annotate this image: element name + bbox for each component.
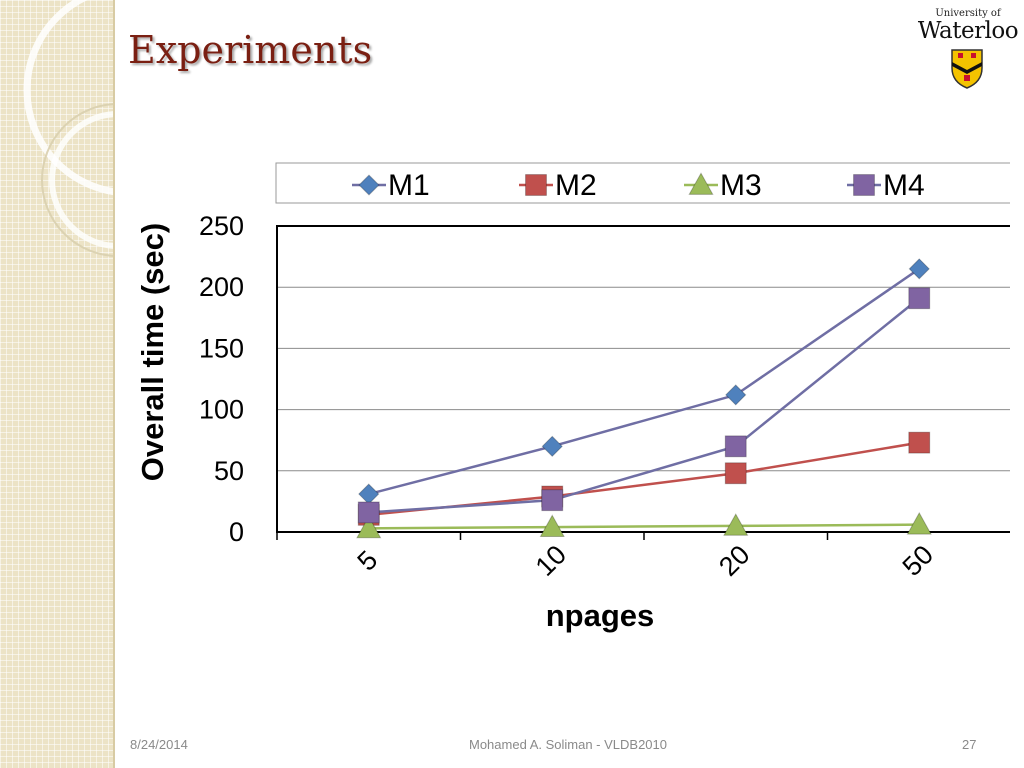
series-line-m1 <box>368 267 920 496</box>
data-point-m4 <box>541 489 564 512</box>
series-lines <box>368 267 921 530</box>
data-point-m2 <box>724 462 747 485</box>
data-point-m4 <box>357 501 380 524</box>
y-tick-label: 50 <box>214 456 244 486</box>
legend-label: M4 <box>883 169 925 202</box>
data-point-m1 <box>358 483 380 505</box>
data-point-m3 <box>539 514 565 538</box>
y-tick-label: 150 <box>199 333 244 363</box>
footer-author: Mohamed A. Soliman - VLDB2010 <box>469 737 667 752</box>
legend-box <box>275 162 1010 204</box>
y-tick-labels: 0 50 100 150 200 250 <box>199 211 244 547</box>
y-tick-label: 100 <box>199 395 244 425</box>
shield-icon <box>951 49 983 89</box>
x-tick-label: 50 <box>897 539 939 581</box>
data-point-m4 <box>908 287 931 310</box>
y-tick-label: 250 <box>199 211 244 241</box>
data-point-m4 <box>724 435 747 458</box>
data-point-m3 <box>356 515 382 539</box>
logo-small-text: University of <box>935 8 1001 19</box>
series-line-m3 <box>368 523 920 530</box>
data-point-m1 <box>541 435 563 457</box>
footer-page-number: 27 <box>962 737 977 752</box>
x-tick-label: 10 <box>530 539 572 581</box>
data-point-m3 <box>906 511 932 535</box>
legend: M1 M2 M3 M4 <box>352 169 925 202</box>
data-point-m1 <box>725 384 747 406</box>
x-tick-label: 5 <box>352 545 384 577</box>
series-line-m4 <box>368 297 921 514</box>
data-point-m2 <box>908 431 931 454</box>
x-ticks <box>276 532 829 540</box>
x-tick-label: 20 <box>713 539 755 581</box>
logo-wordmark: Waterloo <box>917 18 1019 44</box>
y-tick-label: 200 <box>199 272 244 302</box>
decorative-circles <box>23 0 113 257</box>
series-line-m2 <box>368 441 920 517</box>
series-markers <box>356 258 932 539</box>
side-decoration <box>0 0 113 768</box>
legend-marker <box>688 172 714 195</box>
data-point-m3 <box>723 513 749 536</box>
legend-label: M3 <box>720 169 762 202</box>
legend-marker <box>853 174 875 196</box>
side-edge <box>113 0 115 768</box>
legend-label: M2 <box>555 169 597 202</box>
gridlines <box>277 286 1010 472</box>
legend-label: M1 <box>388 169 430 202</box>
x-axis-label: npages <box>546 598 655 633</box>
footer-date: 8/24/2014 <box>130 737 188 752</box>
slide-title: Experiments <box>128 28 373 72</box>
y-tick-label: 0 <box>229 517 244 547</box>
legend-marker <box>525 174 547 196</box>
x-tick-labels: 5 10 20 50 <box>352 539 940 581</box>
legend-marker <box>358 174 380 196</box>
university-logo: University of Waterloo <box>914 8 1022 90</box>
data-point-m1 <box>908 258 930 280</box>
y-axis-label: Overall time (sec) <box>135 223 170 481</box>
